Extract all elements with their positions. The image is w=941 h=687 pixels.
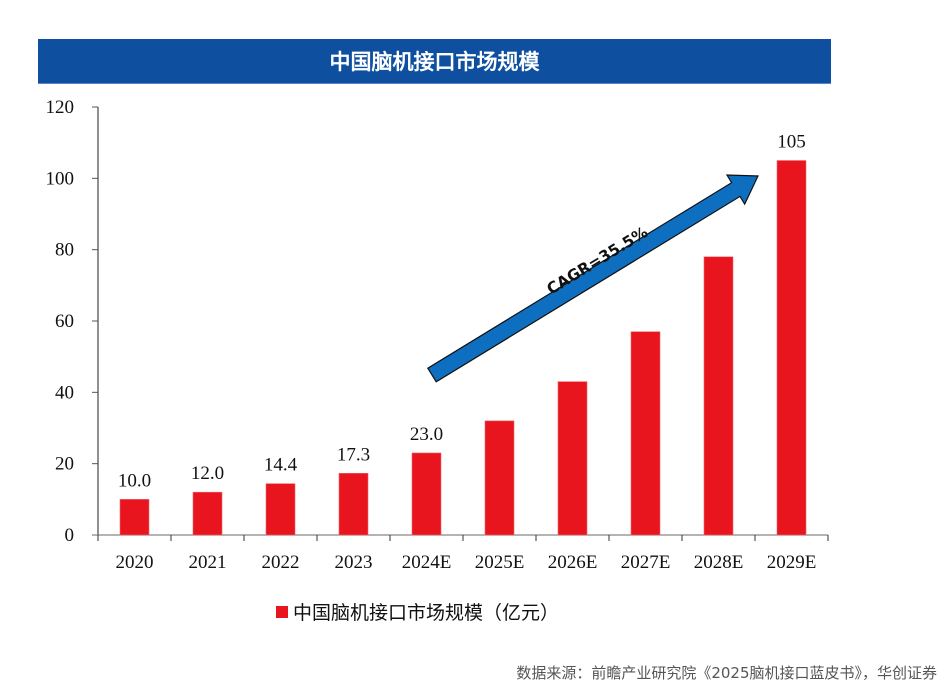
legend-swatch — [276, 605, 288, 618]
chart-title: 中国脑机接口市场规模 — [329, 50, 540, 74]
y-tick-label: 120 — [46, 97, 75, 118]
x-tick-label: 2025E — [475, 552, 525, 573]
legend-label: 中国脑机接口市场规模（亿元） — [293, 602, 560, 624]
source-note: 数据来源：前瞻产业研究院《2025脑机接口蓝皮书》，华创证券 — [516, 664, 937, 682]
chart-title-bar: 中国脑机接口市场规模 — [38, 39, 831, 84]
x-tick-label: 2022 — [262, 552, 300, 573]
bar — [776, 160, 807, 536]
cagr-arrow — [426, 174, 759, 383]
data-labels: 10.0 12.0 14.4 17.3 23.0 105 — [118, 132, 806, 492]
x-tick-label: 2023 — [335, 552, 373, 573]
data-label: 17.3 — [337, 444, 370, 465]
bar — [630, 331, 661, 536]
x-tick-label: 2020 — [116, 552, 154, 573]
bar — [265, 483, 296, 536]
x-tick-label: 2028E — [694, 552, 744, 573]
bar — [119, 499, 150, 536]
bar — [557, 381, 588, 536]
bar — [411, 452, 442, 536]
y-tick-label: 80 — [55, 240, 74, 261]
bar — [484, 420, 515, 536]
data-label: 12.0 — [191, 463, 224, 484]
y-tick-label: 60 — [55, 311, 74, 332]
bar — [192, 491, 223, 536]
y-tick-label: 0 — [65, 525, 75, 546]
y-axis: 0 20 40 60 80 100 120 — [46, 97, 99, 546]
x-axis: 2020 2021 2022 2023 2024E 2025E 2026E 2027E 2028… — [92, 534, 829, 573]
y-tick-label: 100 — [46, 168, 75, 189]
bar — [338, 472, 369, 536]
data-label: 14.4 — [264, 455, 298, 476]
legend: 中国脑机接口市场规模（亿元） — [276, 598, 559, 625]
bar — [703, 256, 734, 536]
y-tick-label: 20 — [55, 454, 74, 475]
data-label: 105 — [777, 132, 806, 153]
x-tick-label: 2027E — [621, 552, 671, 573]
x-tick-label: 2021 — [189, 552, 227, 573]
x-tick-label: 2026E — [548, 552, 598, 573]
data-label: 23.0 — [410, 424, 443, 445]
data-label: 10.0 — [118, 470, 151, 491]
y-tick-label: 40 — [55, 382, 74, 403]
x-tick-label: 2029E — [767, 552, 817, 573]
bars — [119, 160, 807, 536]
x-tick-label: 2024E — [402, 552, 452, 573]
